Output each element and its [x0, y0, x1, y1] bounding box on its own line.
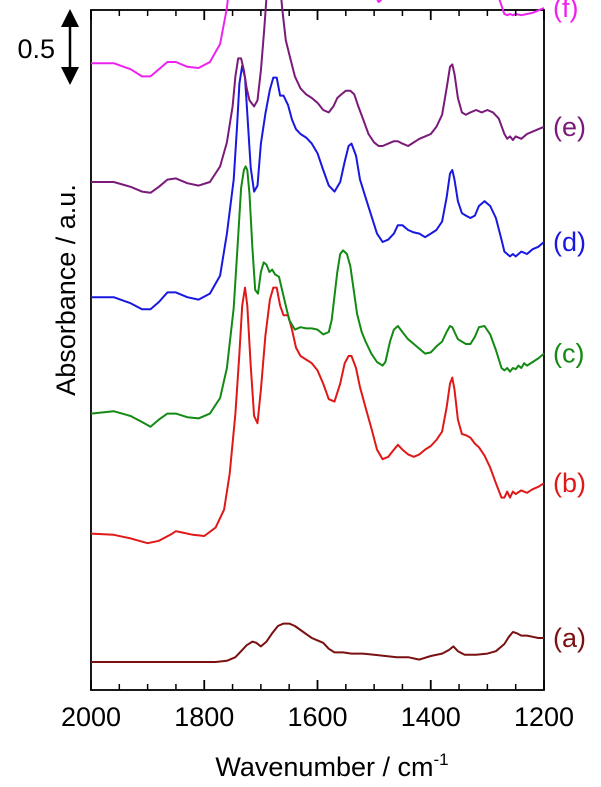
plot-frame	[90, 9, 545, 691]
series-line-e	[91, 0, 545, 194]
series-line-b	[90, 286, 545, 545]
plot-area: 2000 1800 1600 1400 1200	[61, 0, 574, 732]
scale-bar-label: 0.5	[17, 34, 55, 64]
series-line-c	[90, 165, 545, 428]
y-axis-label: Absorbance / a.u.	[51, 184, 81, 396]
x-tick-label: 1400	[401, 702, 461, 732]
scale-bar: 0.5	[17, 9, 79, 85]
x-axis-label-text: Wavenumber / cm	[215, 752, 433, 782]
series-label-d: (d)	[553, 227, 586, 257]
scale-bar-arrow-up-icon	[61, 9, 79, 27]
x-tick-label: 2000	[61, 702, 121, 732]
scale-bar-arrow-down-icon	[61, 67, 79, 85]
series-label-e: (e)	[553, 112, 586, 142]
series-line-d	[91, 64, 545, 311]
series-line-a	[91, 622, 544, 663]
x-axis-label-superscript: -1	[433, 750, 448, 769]
x-axis-ticks: 2000 1800 1600 1400 1200	[61, 10, 574, 732]
x-tick-label: 1800	[174, 702, 234, 732]
x-tick-label: 1200	[514, 702, 574, 732]
series-label-c: (c)	[553, 339, 584, 369]
series-group	[90, 0, 545, 663]
series-label-b: (b)	[553, 468, 586, 498]
series-labels: (a)(b)(c)(d)(e)(f)(g)	[553, 0, 586, 653]
series-label-a: (a)	[553, 623, 586, 653]
x-axis-label: Wavenumber / cm-1	[215, 750, 448, 782]
x-tick-label: 1600	[287, 702, 347, 732]
series-label-f: (f)	[553, 0, 578, 23]
